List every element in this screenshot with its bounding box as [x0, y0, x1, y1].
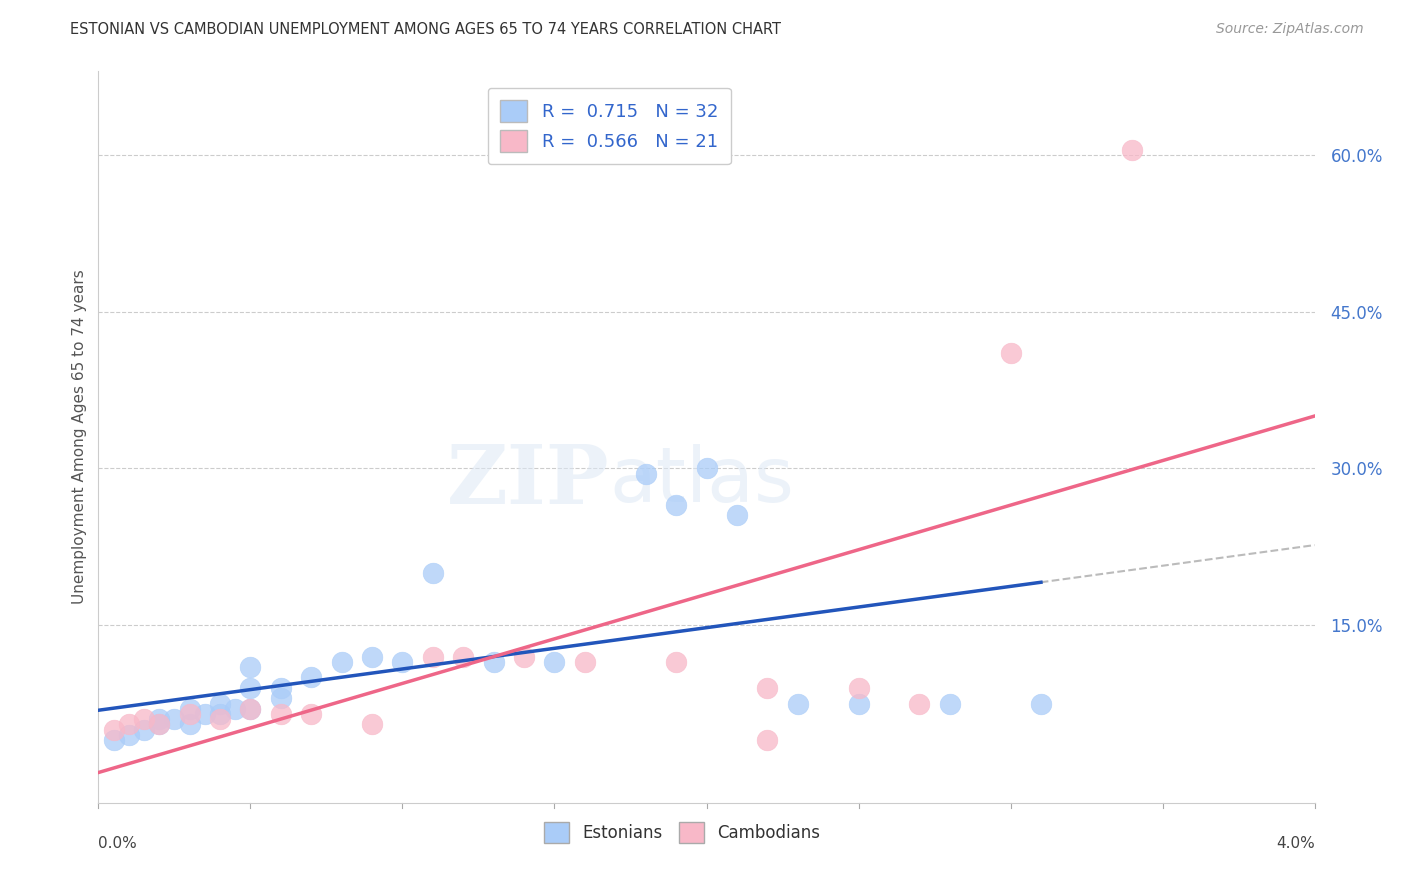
Point — [270, 681, 292, 695]
Point — [848, 681, 870, 695]
Point — [270, 706, 292, 721]
Point — [361, 717, 384, 731]
Point — [209, 706, 232, 721]
Point — [482, 655, 505, 669]
Point — [725, 508, 748, 523]
Point — [665, 498, 688, 512]
Point — [209, 697, 232, 711]
Point — [543, 655, 565, 669]
Point — [1121, 143, 1143, 157]
Point — [453, 649, 475, 664]
Point — [513, 649, 536, 664]
Text: 0.0%: 0.0% — [98, 836, 138, 851]
Point — [1029, 697, 1052, 711]
Point — [118, 717, 141, 731]
Point — [330, 655, 353, 669]
Y-axis label: Unemployment Among Ages 65 to 74 years: Unemployment Among Ages 65 to 74 years — [72, 269, 87, 605]
Point — [422, 566, 444, 580]
Point — [756, 733, 779, 747]
Point — [209, 712, 232, 726]
Point — [148, 717, 170, 731]
Point — [848, 697, 870, 711]
Point — [299, 706, 322, 721]
Point — [148, 717, 170, 731]
Point — [194, 706, 217, 721]
Point — [239, 702, 262, 716]
Point — [270, 691, 292, 706]
Point — [239, 702, 262, 716]
Point — [132, 723, 155, 737]
Point — [756, 681, 779, 695]
Point — [665, 655, 688, 669]
Legend: Estonians, Cambodians: Estonians, Cambodians — [537, 815, 827, 849]
Point — [239, 681, 262, 695]
Text: Source: ZipAtlas.com: Source: ZipAtlas.com — [1216, 22, 1364, 37]
Point — [118, 728, 141, 742]
Point — [361, 649, 384, 664]
Point — [1000, 346, 1022, 360]
Point — [179, 702, 201, 716]
Text: ZIP: ZIP — [447, 441, 609, 521]
Point — [422, 649, 444, 664]
Point — [179, 706, 201, 721]
Point — [132, 712, 155, 726]
Point — [939, 697, 962, 711]
Point — [634, 467, 657, 481]
Point — [391, 655, 413, 669]
Point — [103, 723, 125, 737]
Point — [239, 660, 262, 674]
Point — [696, 461, 718, 475]
Point — [908, 697, 931, 711]
Point — [103, 733, 125, 747]
Point — [786, 697, 808, 711]
Point — [224, 702, 246, 716]
Text: atlas: atlas — [609, 444, 794, 518]
Text: ESTONIAN VS CAMBODIAN UNEMPLOYMENT AMONG AGES 65 TO 74 YEARS CORRELATION CHART: ESTONIAN VS CAMBODIAN UNEMPLOYMENT AMONG… — [70, 22, 782, 37]
Point — [179, 717, 201, 731]
Text: 4.0%: 4.0% — [1275, 836, 1315, 851]
Point — [163, 712, 186, 726]
Point — [148, 712, 170, 726]
Point — [574, 655, 596, 669]
Point — [299, 670, 322, 684]
